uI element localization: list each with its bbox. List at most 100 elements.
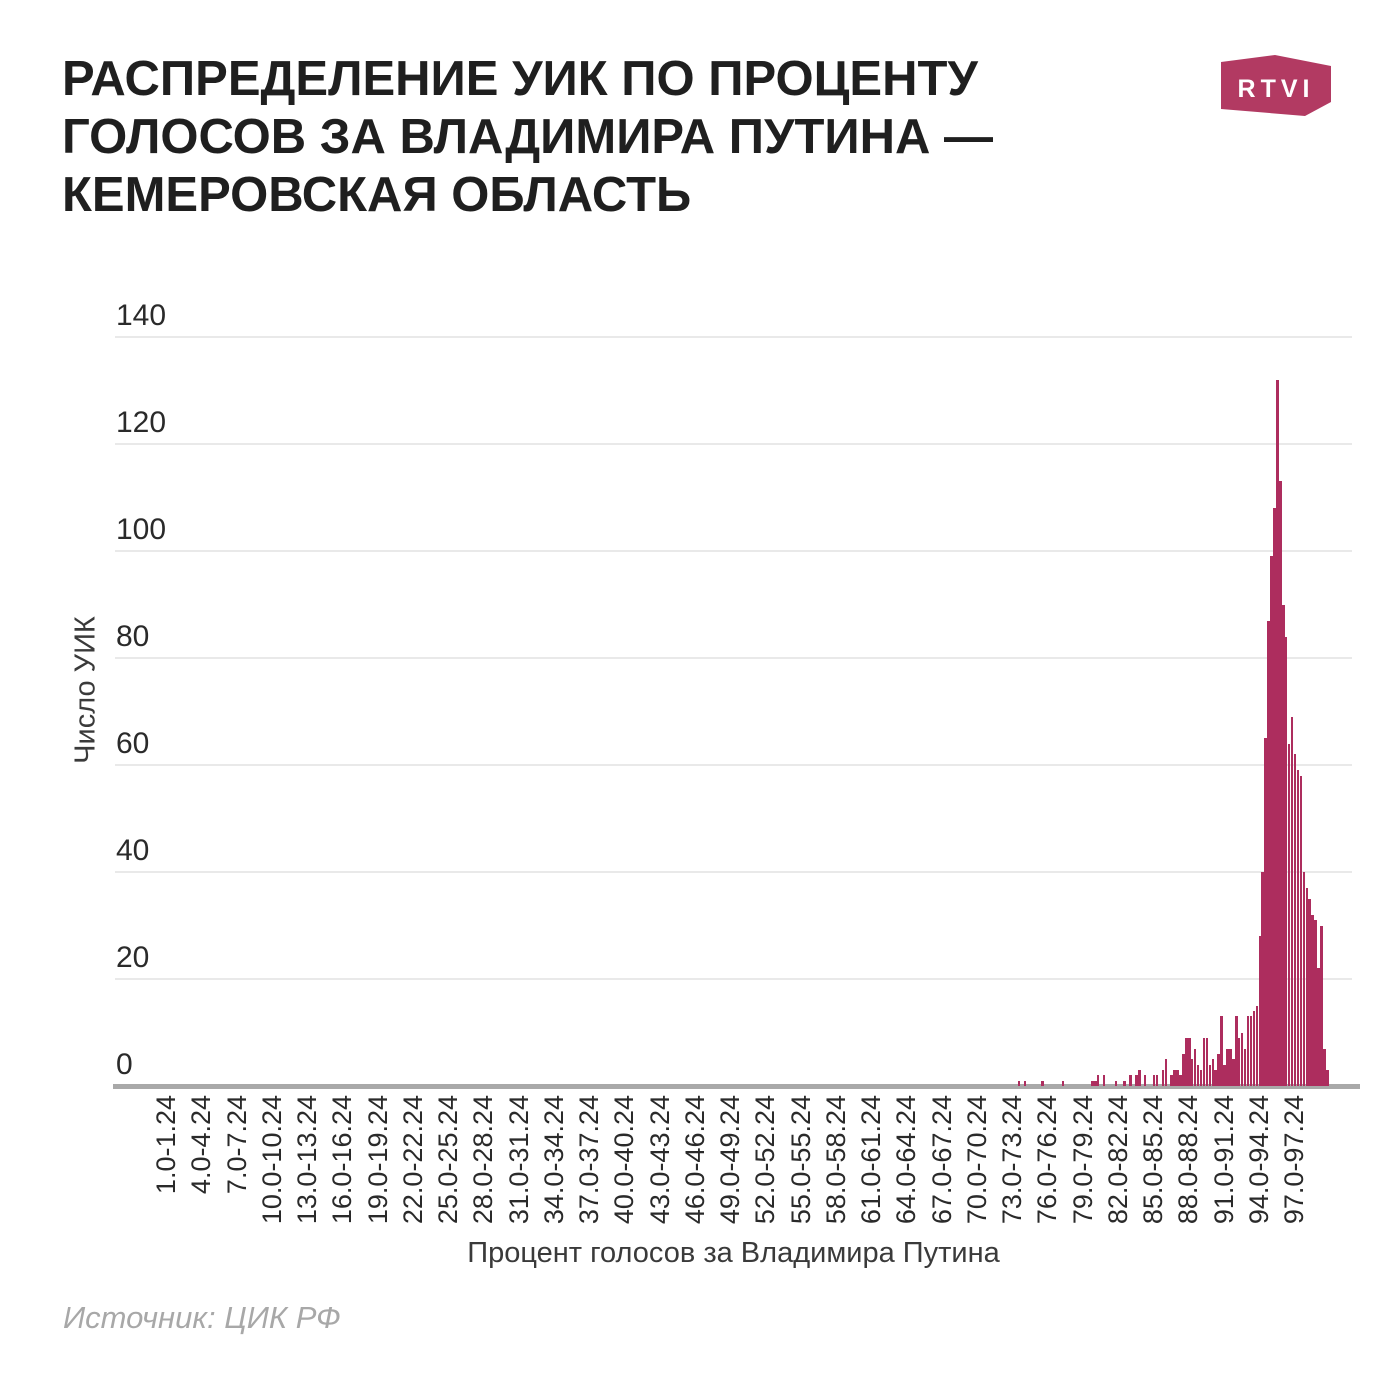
histogram-bar: [1314, 920, 1317, 1086]
histogram-bar: [1258, 936, 1262, 1086]
histogram-bar: [1267, 620, 1270, 1086]
histogram-bar: [1320, 925, 1323, 1086]
histogram-bar: [1273, 508, 1276, 1086]
histogram-bar: [1114, 1080, 1118, 1086]
x-tick-label: 49.0-49.24: [715, 1095, 745, 1225]
histogram-bar: [1185, 1037, 1188, 1086]
histogram-bar: [1229, 1048, 1232, 1086]
histogram-bar: [1255, 1005, 1259, 1086]
histogram-bar: [1193, 1048, 1197, 1086]
x-tick-label: 34.0-34.24: [538, 1095, 569, 1225]
x-tick-label: 16.0-16.24: [327, 1095, 358, 1225]
histogram-bar: [1129, 1075, 1132, 1086]
histogram-bar: [1102, 1075, 1106, 1086]
x-tick-label: 79.0-79.24: [1067, 1095, 1098, 1225]
histogram-bar: [1176, 1069, 1179, 1086]
gridline: [115, 871, 1352, 873]
histogram-bar: [1284, 636, 1288, 1086]
histogram-bar: [1208, 1064, 1212, 1086]
histogram-bar: [1023, 1080, 1027, 1086]
x-tick-label: 19.0-19.24: [362, 1095, 393, 1225]
histogram-bar: [1237, 1037, 1241, 1086]
histogram-bar: [1305, 888, 1309, 1086]
x-tick-label: 37.0-37.24: [574, 1095, 604, 1225]
x-tick-label: 1.0-1.24: [151, 1095, 181, 1195]
y-axis-title: Число УИК: [69, 616, 102, 764]
x-tick-label: 43.0-43.24: [644, 1095, 675, 1225]
histogram-bar: [1094, 1080, 1097, 1086]
x-tick-label: 64.0-64.24: [891, 1095, 922, 1225]
histogram-bar: [1211, 1059, 1215, 1086]
histogram-bar: [1161, 1069, 1165, 1086]
histogram-bar: [1205, 1037, 1209, 1086]
rtvi-logo: RTVI: [1221, 55, 1331, 116]
histogram-bar: [1199, 1069, 1203, 1086]
histogram-bar: [1302, 872, 1306, 1086]
y-tick-label: 120: [116, 406, 167, 439]
histogram-bar: [1190, 1059, 1194, 1086]
histogram-bar: [1196, 1064, 1200, 1086]
histogram-bar: [1214, 1069, 1217, 1086]
x-tick-label: 88.0-88.24: [1173, 1095, 1204, 1225]
x-tick-label: 82.0-82.24: [1102, 1095, 1133, 1225]
histogram-bar: [1246, 1016, 1250, 1086]
x-tick-label: 4.0-4.24: [186, 1095, 217, 1195]
histogram-bar: [1323, 1048, 1326, 1086]
x-tick-label: 10.0-10.24: [256, 1095, 287, 1225]
histogram-bar: [1061, 1080, 1065, 1086]
page-title: РАСПРЕДЕЛЕНИЕ УИК ПО ПРОЦЕНТУ ГОЛОСОВ ЗА…: [62, 52, 994, 222]
rtvi-logo-shape: [1221, 55, 1331, 116]
histogram-bar: [1143, 1075, 1147, 1086]
histogram-bar: [1202, 1037, 1206, 1086]
y-tick-label: 60: [116, 727, 150, 760]
histogram-bar: [1287, 743, 1291, 1086]
histogram-bar: [1293, 754, 1297, 1086]
gridline: [115, 550, 1352, 552]
x-tick-label: 28.0-28.24: [468, 1095, 499, 1225]
gridline: [115, 978, 1352, 980]
histogram-bar: [1270, 556, 1273, 1086]
gridline: [115, 336, 1352, 338]
histogram-bar: [1135, 1075, 1138, 1086]
x-tick-label: 70.0-70.24: [961, 1095, 992, 1225]
histogram-bar: [1308, 898, 1311, 1086]
histogram-bar: [1182, 1053, 1185, 1086]
histogram-bar: [1155, 1075, 1159, 1086]
x-tick-label: 40.0-40.24: [609, 1095, 640, 1225]
histogram-bar: [1264, 738, 1267, 1086]
source-note: Источник: ЦИК РФ: [63, 1300, 341, 1335]
histogram-bar: [1317, 968, 1320, 1086]
histogram-bar: [1252, 1011, 1256, 1086]
x-axis-title: Процент голосов за Владимира Путина: [467, 1237, 1000, 1269]
histogram-bar: [1243, 1048, 1247, 1086]
histogram-bar: [1217, 1053, 1220, 1086]
histogram-bar: [1096, 1075, 1100, 1086]
histogram-bar: [1164, 1059, 1168, 1086]
histogram-bar: [1240, 1032, 1244, 1086]
x-tick-label: 76.0-76.24: [1032, 1095, 1063, 1225]
y-tick-label: 80: [116, 620, 150, 653]
histogram-bar: [1296, 770, 1300, 1086]
y-tick-label: 40: [116, 834, 150, 867]
histogram-bar: [1282, 604, 1285, 1086]
histogram-bar: [1170, 1075, 1173, 1086]
x-tick-label: 13.0-13.24: [292, 1095, 322, 1225]
histogram-bar: [1226, 1048, 1229, 1086]
x-tick-label: 31.0-31.24: [503, 1095, 534, 1225]
x-tick-label: 7.0-7.24: [221, 1095, 252, 1195]
x-tick-label: 91.0-91.24: [1208, 1095, 1239, 1225]
histogram-bar: [1290, 716, 1294, 1086]
histogram-bar: [1123, 1080, 1126, 1086]
histogram-bar: [1261, 872, 1264, 1086]
x-tick-label: 46.0-46.24: [679, 1095, 710, 1225]
histogram-bar: [1279, 481, 1282, 1086]
x-tick-label: 58.0-58.24: [820, 1095, 851, 1225]
histogram-bar: [1232, 1059, 1235, 1086]
x-tick-label: 52.0-52.24: [750, 1095, 781, 1225]
histogram-bar: [1138, 1069, 1141, 1086]
x-tick-label: 25.0-25.24: [433, 1095, 463, 1225]
x-tick-label: 61.0-61.24: [856, 1095, 886, 1225]
x-tick-label: 73.0-73.24: [997, 1095, 1027, 1225]
